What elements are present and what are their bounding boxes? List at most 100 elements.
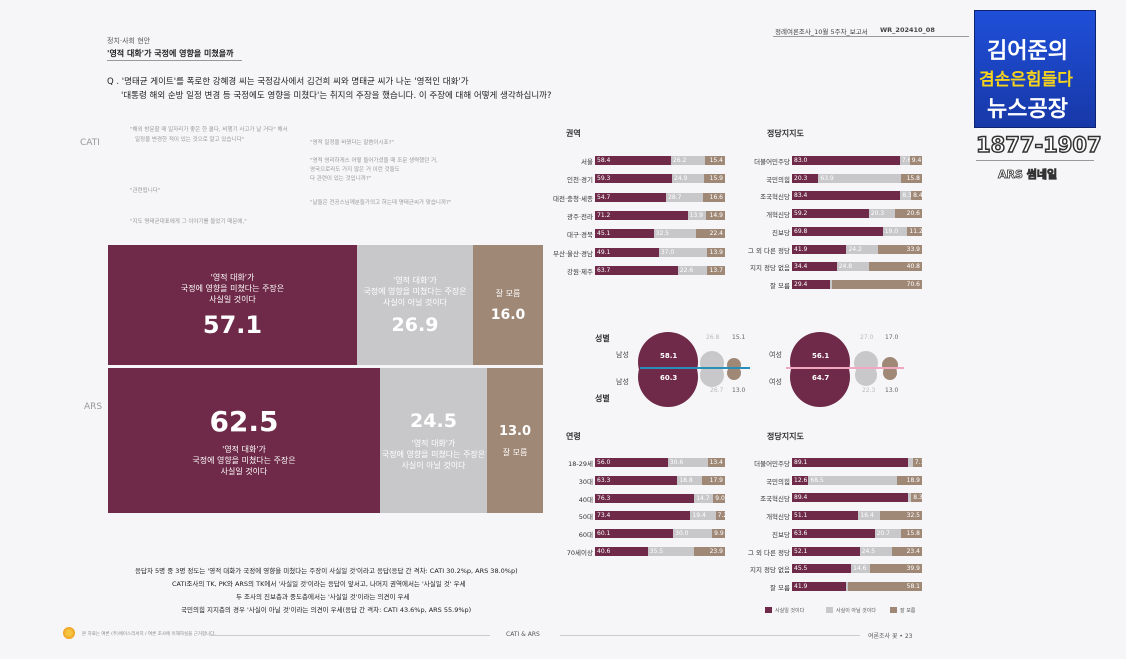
party-cati-bar-row: 83.4 8.3 8.4 [792,191,923,201]
quote-8: "날들은 전공스님께분들가의고 하는데 명태균씨가 맞습니까?" [310,200,452,206]
party-ars-row-label: 진보당 [772,530,790,539]
age-title: 연령 [566,432,581,441]
footer-center: CATI & ARS [506,631,540,638]
party-cati-segment-dk: 33.9 [877,244,922,254]
region-row-label: 대전·충청·세종 [552,194,593,203]
ars-dk-label: 잘 모름 [502,447,528,457]
region-segment-yes: 54.7 [595,192,667,202]
mode-label-ars: ARS [84,402,103,412]
party-ars-bar-row: 45.5 14.6 39.9 [792,564,922,574]
party-ars-bar-row: 41.9 58.1 [792,581,922,591]
age-bar-row: 76.3 14.7 9.0 [595,493,725,503]
footer-divider-left [210,635,490,636]
party-ars-segment-dk: 7.1 [912,458,922,467]
section-label: 정치·사회 현안 [107,37,151,45]
region-segment-dk: 13.9 [706,247,725,257]
male-ars-no-bubble [700,363,724,387]
party-ars-segment-yes: 89.1 [792,458,908,467]
ars-no-value: 24.5 [410,410,457,432]
party-cati-segment-yes: 41.9 [792,244,847,254]
party-cati-row-label: 지지 정당 없음 [749,264,790,273]
region-segment-no: 28.7 [666,192,704,202]
cati-no-value: 26.9 [391,313,439,336]
party-ars-segment-no: 16.4 [858,511,880,521]
male-cati-no: 26.8 [706,334,720,341]
report-title: 정례여론조사_10월 5주차_보고서 [775,28,868,36]
legend-yes-swatch [765,607,772,613]
age-segment-yes: 56.0 [595,458,668,467]
party-ars-row-label: 국민의힘 [766,477,790,486]
age-segment-dk: 9.0 [713,493,725,503]
party-cati-bar-row: 20.3 63.9 15.8 [792,173,922,183]
male-ars-dk: 13.0 [732,387,746,394]
female-cati-yes: 56.1 [812,352,830,360]
region-segment-no: 26.2 [670,156,705,165]
region-segment-yes: 63.7 [595,265,678,275]
party-ars-segment-yes: 45.5 [792,564,852,574]
party-ars-segment-yes: 52.1 [792,546,860,556]
age-segment-no: 30.0 [673,529,713,539]
age-segment-no: 35.5 [647,547,694,556]
age-segment-no: 19.4 [690,511,716,521]
summary-line-2: CATI조사의 TK, PK와 ARS의 TK에서 '사실일 것'이라는 응답이… [172,580,466,588]
brand-line-1: 김어준의 [987,39,1068,64]
mode-label-cati: CATI [80,138,100,148]
age-segment-yes: 40.6 [595,547,648,556]
party-ars-row-label: 더불어민주당 [754,460,790,468]
gender-title-ars: 성별 [595,394,610,403]
age-row-label: 40대 [578,495,593,504]
party-cati-bar-row: 34.4 24.8 40.8 [792,262,922,272]
legend-no-label: 사실이 아닐 것이다 [836,608,876,614]
party-cati-segment-yes: 83.0 [792,156,900,165]
age-segment-dk: 17.9 [701,475,725,485]
party-ars-bar-row: 12.6 68.5 18.9 [792,475,922,485]
female-ars-dk: 13.0 [885,387,899,394]
party-cati-row-label: 조국혁신당 [760,193,790,202]
region-bar-row: 49.1 37.0 13.9 [595,247,725,257]
party-cati-bar-row: 59.2 20.3 20.6 [792,209,922,219]
age-row-label: 30대 [578,477,593,486]
party-cati-bar-row: 69.8 19.0 11.2 [792,226,922,236]
age-segment-yes: 76.3 [595,493,695,503]
cati-yes-label: '영적 대화'가 국정에 영향을 미쳤다는 주장은 사실일 것이다 [180,272,285,304]
region-bar-row: 45.1 32.5 22.4 [595,229,725,239]
party-cati-segment-yes: 83.4 [792,191,901,201]
male-ars-dk-bubble [727,366,741,380]
ars-yes-value: 62.5 [209,404,279,438]
report-code: WR_202410_08 [880,26,935,34]
region-bar-row: 71.2 13.9 14.9 [595,210,725,220]
age-segment-no: 14.7 [694,493,714,503]
party-cati-bar-row: 83.0 7.6 9.4 [792,156,922,165]
female-label-cati: 여성 [769,351,782,359]
party-ars-segment-no: 24.5 [859,546,892,556]
party-cati-segment-dk: 15.8 [901,173,922,183]
age-bar-row: 56.0 30.6 13.4 [595,458,725,467]
region-segment-no: 13.9 [687,210,706,220]
footer-divider-right [560,635,860,636]
party-ars-segment-yes: 89.4 [792,493,909,503]
male-label-cati: 남성 [616,351,629,359]
age-row-label: 70세이상 [566,549,593,557]
party-cati-segment-yes: 69.8 [792,226,883,236]
region-segment-no: 37.0 [658,247,707,257]
quote-6: 다 관련이 있는 것입니까?" [310,176,372,182]
region-segment-no: 24.9 [672,174,705,184]
age-segment-dk: 9.9 [712,529,725,539]
party-ars-segment-yes: 63.6 [792,528,875,538]
region-segment-dk: 13.7 [707,265,725,275]
age-row-label: 60대 [578,531,593,540]
party-cati-row-label: 국민의힘 [766,175,790,184]
region-segment-yes: 71.2 [595,210,688,220]
party-cati-segment-no: 20.3 [868,209,896,219]
quote-7: "관련됩니다" [130,188,161,194]
region-bar-row: 58.4 26.2 15.4 [595,156,725,165]
legend-no-swatch [826,607,833,613]
party-ars-row-label: 지지 정당 없음 [749,566,790,575]
party-ars-bar-row: 51.1 16.4 32.5 [792,511,922,521]
cati-no-label: '영적 대화'가 국정에 영향을 미쳤다는 주장은 사실이 아닐 것이다 [363,275,467,307]
party-cati-segment-dk: 40.8 [868,262,922,272]
female-ars-yes: 64.7 [812,374,830,382]
party-ars-bar-row: 52.1 24.5 23.4 [792,546,922,556]
region-segment-dk: 15.4 [704,156,725,165]
